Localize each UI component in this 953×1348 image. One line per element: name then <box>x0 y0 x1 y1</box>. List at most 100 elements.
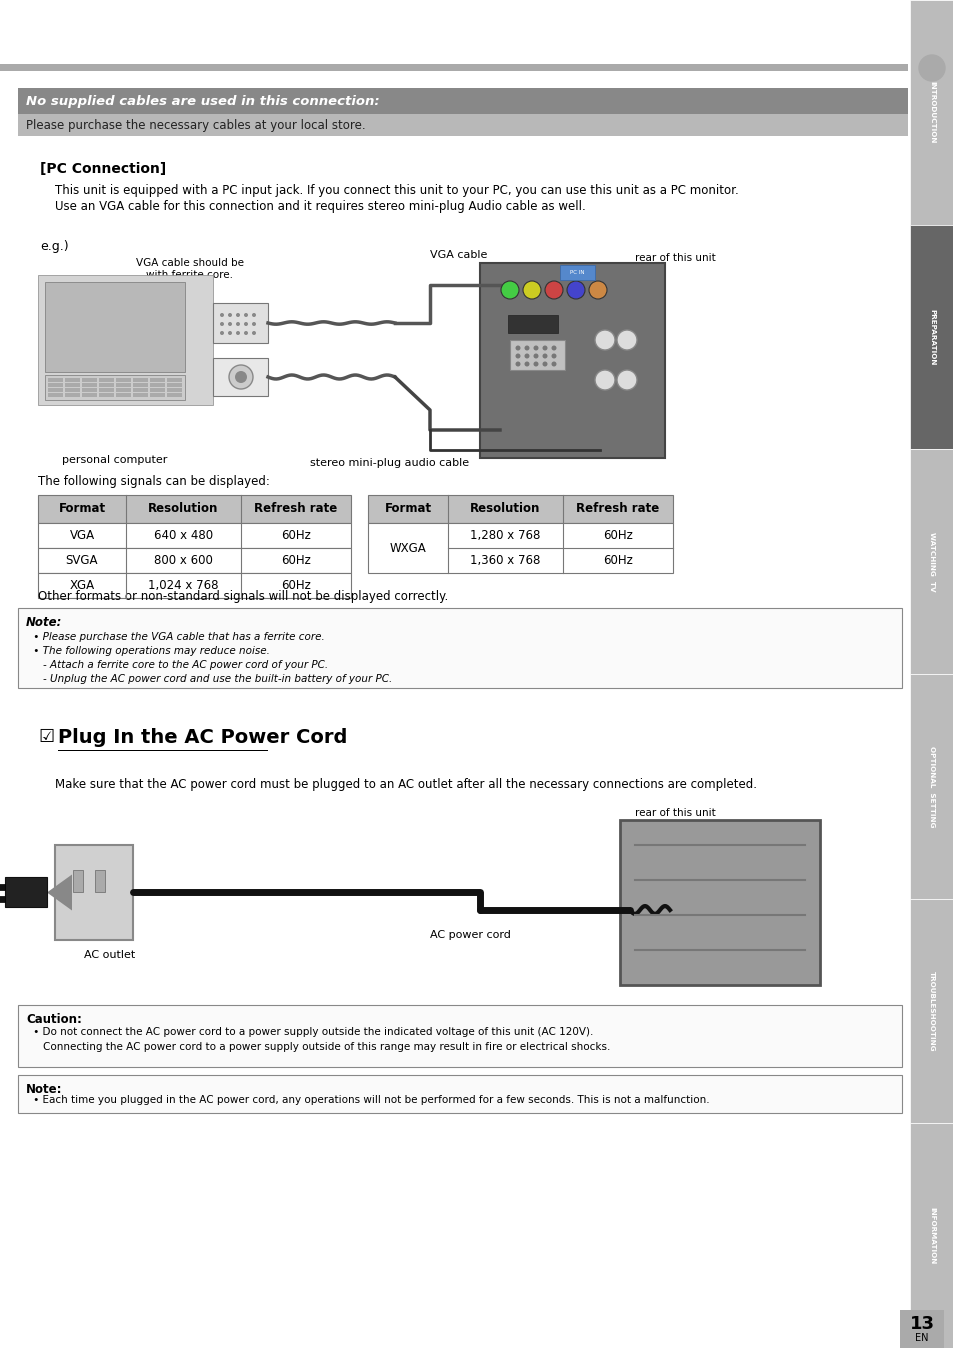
Text: Refresh rate: Refresh rate <box>254 503 337 515</box>
Bar <box>45 375 185 400</box>
Circle shape <box>524 361 529 367</box>
Text: • Each time you plugged in the AC power cord, any operations will not be perform: • Each time you plugged in the AC power … <box>30 1095 709 1105</box>
Bar <box>99 388 113 392</box>
Circle shape <box>595 369 615 390</box>
Text: PREPARATION: PREPARATION <box>928 309 934 365</box>
Text: 640 x 480: 640 x 480 <box>153 528 213 542</box>
Text: 13: 13 <box>908 1316 934 1333</box>
Circle shape <box>235 313 240 317</box>
Circle shape <box>533 361 537 367</box>
Polygon shape <box>47 875 71 910</box>
Bar <box>150 377 165 381</box>
Bar <box>116 394 131 398</box>
Text: • The following operations may reduce noise.: • The following operations may reduce no… <box>30 646 270 656</box>
Bar <box>18 88 909 115</box>
Text: • Do not connect the AC power cord to a power supply outside the indicated volta: • Do not connect the AC power cord to a … <box>30 1027 593 1037</box>
Bar <box>132 377 148 381</box>
Text: - Attach a ferrite core to the AC power cord of your PC.: - Attach a ferrite core to the AC power … <box>30 661 328 670</box>
Text: Use an VGA cable for this connection and it requires stereo mini-plug Audio cabl: Use an VGA cable for this connection and… <box>55 200 585 213</box>
Bar <box>909 0 953 225</box>
Bar <box>99 377 113 381</box>
Bar <box>907 0 909 1348</box>
Circle shape <box>515 345 520 350</box>
Circle shape <box>542 353 547 359</box>
Text: 60Hz: 60Hz <box>281 528 311 542</box>
Text: This unit is equipped with a PC input jack. If you connect this unit to your PC,: This unit is equipped with a PC input ja… <box>55 183 738 197</box>
Bar <box>18 1074 901 1113</box>
Bar <box>82 377 97 381</box>
Text: Other formats or non-standard signals will not be displayed correctly.: Other formats or non-standard signals wi… <box>38 590 448 603</box>
Text: Caution:: Caution: <box>26 1012 82 1026</box>
Text: EN: EN <box>914 1333 928 1343</box>
Bar <box>18 115 909 136</box>
Bar <box>82 388 97 392</box>
Bar <box>909 674 953 899</box>
Circle shape <box>235 322 240 326</box>
Bar <box>116 383 131 387</box>
Circle shape <box>595 330 615 350</box>
Bar <box>909 899 953 1123</box>
Text: 60Hz: 60Hz <box>602 554 632 568</box>
Text: XGA: XGA <box>70 580 94 592</box>
Circle shape <box>244 322 248 326</box>
Circle shape <box>252 322 255 326</box>
Text: VGA cable should be
with ferrite core.: VGA cable should be with ferrite core. <box>136 257 244 279</box>
Circle shape <box>566 280 584 299</box>
Text: 1,280 x 768: 1,280 x 768 <box>470 528 540 542</box>
Text: Note:: Note: <box>26 1082 63 1096</box>
Bar <box>167 377 182 381</box>
Text: rear of this unit: rear of this unit <box>635 253 715 263</box>
Bar <box>899 1310 943 1348</box>
Bar <box>0 896 5 902</box>
Bar <box>0 884 5 890</box>
Bar <box>0 63 909 71</box>
Text: Format: Format <box>58 503 106 515</box>
Bar <box>132 388 148 392</box>
Circle shape <box>244 332 248 336</box>
Bar <box>82 383 97 387</box>
Bar <box>167 383 182 387</box>
Bar <box>48 388 63 392</box>
Bar <box>38 573 351 599</box>
Bar <box>48 394 63 398</box>
Bar <box>55 845 132 940</box>
Text: e.g.): e.g.) <box>40 240 69 253</box>
Text: Note:: Note: <box>26 616 62 630</box>
Bar <box>82 394 97 398</box>
Circle shape <box>228 322 232 326</box>
Bar <box>909 225 953 449</box>
Circle shape <box>252 313 255 317</box>
Text: The following signals can be displayed:: The following signals can be displayed: <box>38 474 270 488</box>
Circle shape <box>220 332 224 336</box>
Text: VGA: VGA <box>70 528 94 542</box>
Circle shape <box>918 55 944 81</box>
Bar <box>150 394 165 398</box>
Circle shape <box>524 353 529 359</box>
Bar <box>368 523 672 573</box>
Bar <box>38 275 213 404</box>
Text: Resolution: Resolution <box>148 503 218 515</box>
Bar <box>479 263 664 458</box>
Bar <box>95 869 105 892</box>
Text: 60Hz: 60Hz <box>281 554 311 568</box>
Text: Connecting the AC power cord to a power supply outside of this range may result : Connecting the AC power cord to a power … <box>30 1042 610 1051</box>
Text: PC IN: PC IN <box>569 270 583 275</box>
Text: Please purchase the necessary cables at your local store.: Please purchase the necessary cables at … <box>26 119 365 132</box>
Text: TROUBLESHOOTING: TROUBLESHOOTING <box>928 971 934 1051</box>
Bar <box>507 315 558 333</box>
Text: Make sure that the AC power cord must be plugged to an AC outlet after all the n: Make sure that the AC power cord must be… <box>55 778 757 791</box>
Text: rear of this unit: rear of this unit <box>635 807 715 818</box>
Text: 1,024 x 768: 1,024 x 768 <box>148 580 218 592</box>
Text: OPTIONAL  SETTING: OPTIONAL SETTING <box>928 745 934 828</box>
Bar <box>368 495 672 523</box>
Bar <box>38 549 351 573</box>
Circle shape <box>234 371 247 383</box>
Circle shape <box>235 332 240 336</box>
Text: Format: Format <box>384 503 431 515</box>
Bar <box>116 377 131 381</box>
Text: WXGA: WXGA <box>389 542 426 554</box>
Circle shape <box>244 313 248 317</box>
Bar <box>18 608 901 687</box>
Circle shape <box>551 353 556 359</box>
Bar <box>48 383 63 387</box>
